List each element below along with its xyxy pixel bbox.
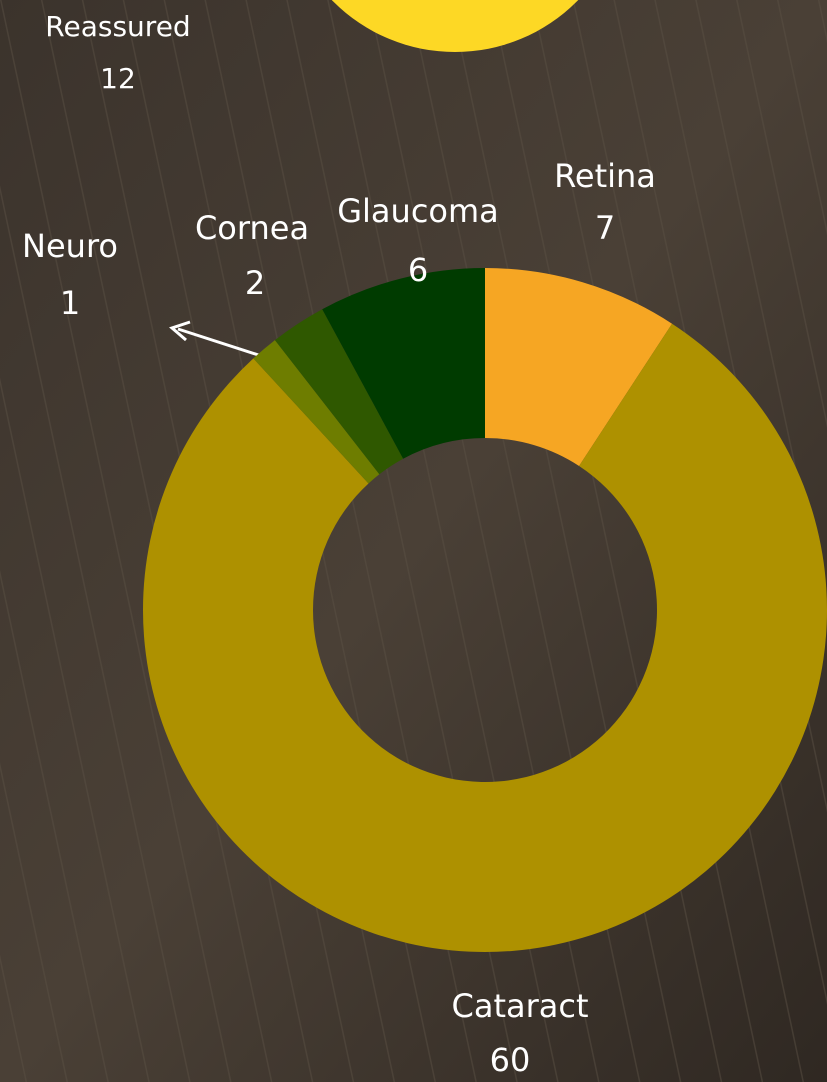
slice-value: 60 <box>490 1041 531 1079</box>
slice-value: 6 <box>408 251 428 289</box>
slice-value: 12 <box>100 62 136 95</box>
slice-value: 2 <box>245 264 265 302</box>
slice-label: Reassured <box>45 10 190 43</box>
page: Reassured 12 Retina 7 Cataract 60 Neuro 1 Cornea… <box>0 0 827 1082</box>
slice-label: Cornea <box>195 209 309 247</box>
slice-value: 7 <box>595 209 615 247</box>
chart: Reassured 12 Retina 7 Cataract 60 Neuro 1 Cornea… <box>0 0 827 1082</box>
slice-label: Cataract <box>451 987 588 1025</box>
slice-value: 1 <box>60 284 80 322</box>
slice-label: Neuro <box>22 227 118 265</box>
slice-label: Retina <box>554 157 656 195</box>
slice-label: Glaucoma <box>337 192 499 230</box>
